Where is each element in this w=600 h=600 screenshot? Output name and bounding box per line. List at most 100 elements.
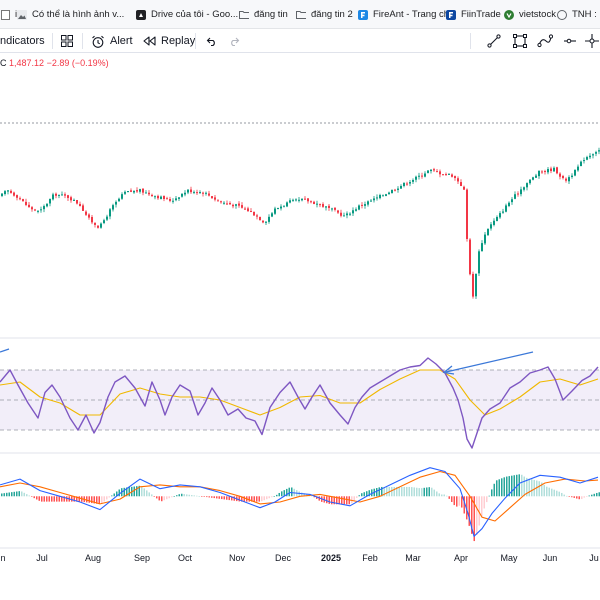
macd-histogram-bar: [283, 490, 285, 497]
macd-histogram-bar: [518, 474, 520, 497]
macd-histogram-bar: [531, 479, 533, 497]
bookmark-item[interactable]: đăng tin 2: [296, 0, 353, 29]
candle-body: [205, 192, 207, 194]
candle-body: [235, 204, 237, 206]
indicators-button[interactable]: ndicators: [0, 29, 45, 53]
macd-histogram-bar: [143, 488, 145, 497]
candle-body: [310, 201, 312, 203]
macd-histogram-bar: [436, 491, 438, 497]
macd-histogram-bar: [458, 496, 460, 506]
candle-body: [277, 207, 279, 209]
rectangle-tool[interactable]: [513, 29, 532, 53]
candle-body: [265, 221, 267, 223]
candle-body: [400, 186, 402, 189]
candle-body: [133, 190, 135, 193]
candle-body: [352, 210, 354, 214]
candle-body: [385, 194, 387, 196]
candle-body: [85, 211, 87, 215]
candle-body: [556, 167, 558, 174]
macd-histogram-bar: [166, 496, 168, 500]
candle-body: [322, 204, 324, 207]
candle-body: [370, 200, 372, 202]
macd-histogram-bar: [98, 496, 100, 505]
macd-histogram-bar: [581, 496, 583, 500]
macd-histogram-bar: [233, 496, 235, 501]
page-icon: [0, 9, 10, 20]
price-chart[interactable]: [0, 53, 600, 600]
candle-body: [502, 211, 504, 213]
macd-histogram-bar: [41, 496, 43, 502]
candle-body: [295, 199, 297, 201]
folder-icon: [296, 10, 306, 20]
bookmark-item[interactable]: vietstock: [504, 0, 556, 29]
alarm-clock-icon: [91, 35, 105, 48]
macd-histogram-bar: [468, 496, 470, 526]
bookmarks-bar: i... Có thể là hình ảnh v... Drive của t…: [0, 0, 600, 29]
candle-body: [526, 183, 528, 188]
macd-histogram-bar: [328, 496, 330, 504]
macd-histogram-bar: [421, 488, 423, 497]
bookmark-item[interactable]: Drive của tôi - Goo...: [136, 0, 238, 29]
bookmark-item[interactable]: đăng tin: [239, 0, 288, 29]
candle-body: [190, 189, 192, 193]
folder-icon: [239, 10, 249, 20]
redo-button[interactable]: [229, 29, 246, 53]
replay-button[interactable]: Replay: [143, 29, 195, 53]
candle-body: [487, 228, 489, 236]
candle-body: [106, 216, 108, 220]
candle-body: [151, 194, 153, 197]
path-tool[interactable]: [537, 29, 558, 53]
macd-histogram-bar: [188, 494, 190, 497]
candle-body: [394, 189, 396, 191]
candle-body: [253, 211, 255, 216]
candle-body: [448, 173, 450, 175]
candle-body: [469, 239, 471, 275]
macd-histogram-bar: [536, 480, 538, 497]
macd-histogram-bar: [573, 496, 575, 498]
candle-body: [406, 183, 408, 185]
macd-histogram-bar: [376, 488, 378, 497]
candle-body: [451, 174, 453, 177]
trendline-tool[interactable]: [487, 29, 506, 53]
macd-histogram-bar: [473, 496, 475, 542]
layouts-button[interactable]: [61, 29, 78, 53]
candle-body: [586, 157, 588, 160]
bookmark-item[interactable]: FireAnt - Trang chủ: [358, 0, 454, 29]
macd-histogram-bar: [418, 488, 420, 497]
time-axis-label: Oct: [177, 553, 193, 563]
time-axis-label: Nov: [228, 553, 246, 563]
macd-histogram-bar: [316, 496, 318, 499]
undo-button[interactable]: [205, 29, 222, 53]
macd-histogram-bar: [463, 496, 465, 514]
macd-histogram-bar: [276, 494, 278, 497]
macd-histogram-bar: [216, 496, 218, 499]
trendline-icon: [487, 34, 501, 48]
alert-button[interactable]: Alert: [91, 29, 133, 53]
macd-histogram-bar: [66, 496, 68, 502]
macd-histogram-bar: [48, 496, 50, 502]
fiintrade-icon: [446, 9, 456, 20]
candle-body: [271, 213, 273, 217]
candle-body: [421, 175, 423, 177]
bookmark-item[interactable]: Có thể là hình ảnh v...: [17, 0, 124, 29]
candle-body: [490, 224, 492, 229]
candle-body: [157, 195, 159, 199]
macd-histogram-bar: [273, 496, 275, 497]
macd-histogram-bar: [386, 486, 388, 497]
change-percent: (−0.19%): [71, 58, 109, 68]
macd-histogram-bar: [288, 487, 290, 497]
macd-histogram-bar: [501, 478, 503, 497]
horizontal-ray-tool[interactable]: [563, 29, 582, 53]
macd-line: [0, 467, 599, 537]
macd-histogram-bar: [61, 496, 63, 502]
crosshair-tool[interactable]: [585, 29, 600, 53]
macd-histogram-bar: [58, 496, 60, 502]
candle-body: [382, 195, 384, 197]
macd-histogram-bar: [261, 496, 263, 502]
macd-histogram-bar: [503, 477, 505, 497]
macd-histogram-bar: [506, 476, 508, 497]
bookmark-label: FiinTrade: [461, 9, 501, 20]
macd-histogram-bar: [401, 486, 403, 497]
bookmark-item[interactable]: TNH : Co: [557, 0, 600, 29]
bookmark-item[interactable]: FiinTrade: [446, 0, 501, 29]
